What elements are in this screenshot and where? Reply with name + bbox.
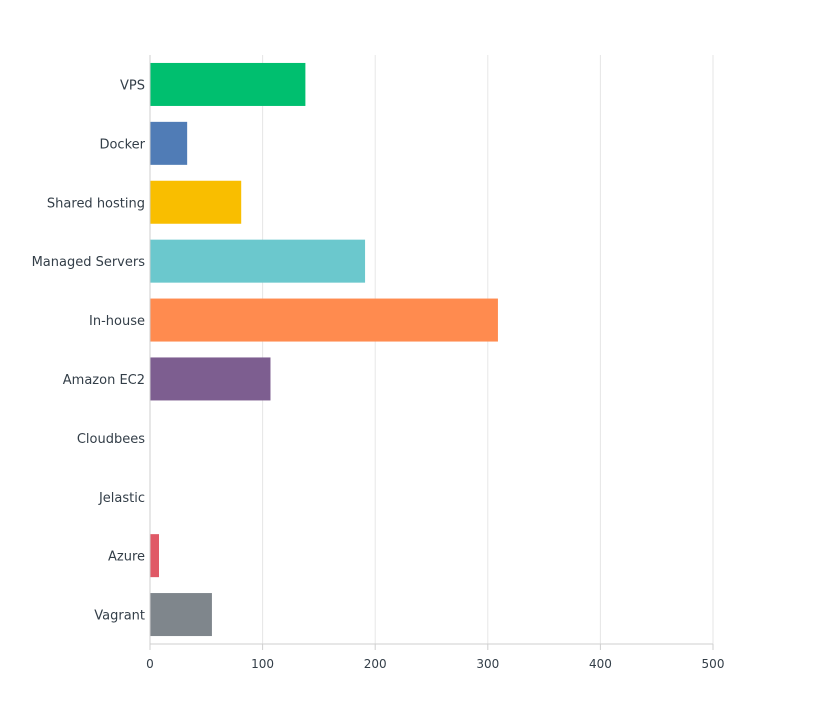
bars (150, 62, 498, 637)
axes (149, 55, 714, 650)
bar (150, 298, 498, 342)
category-label: Cloudbees (77, 432, 145, 447)
bar (150, 239, 366, 283)
category-label: In-house (89, 314, 145, 329)
x-tick-label: 100 (251, 657, 274, 671)
grid-lines (262, 55, 714, 644)
category-label: Managed Servers (32, 255, 146, 270)
category-label: Azure (108, 550, 145, 565)
category-label: Docker (99, 137, 145, 152)
x-tick-label: 200 (364, 657, 387, 671)
x-tick-label: 500 (702, 657, 725, 671)
category-label: Amazon EC2 (63, 373, 145, 388)
bar (150, 357, 271, 401)
x-tick-label: 400 (589, 657, 612, 671)
category-label: Jelastic (98, 491, 145, 506)
category-label: Vagrant (94, 609, 145, 624)
x-tick-label: 300 (476, 657, 499, 671)
category-labels: VPS Docker Shared hosting Managed Servers In… (32, 78, 146, 623)
bar (150, 180, 242, 224)
category-label: Shared hosting (47, 196, 145, 211)
bar (150, 121, 188, 165)
x-tick-label: 0 (146, 657, 154, 671)
bar (150, 534, 160, 578)
x-tick-labels: 0 100 200 300 400 500 (146, 657, 724, 671)
category-label: VPS (120, 78, 145, 93)
bar (150, 593, 212, 637)
bar (150, 62, 306, 106)
